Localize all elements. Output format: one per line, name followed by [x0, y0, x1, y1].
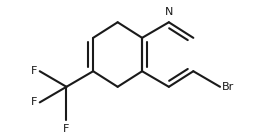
Text: F: F [63, 124, 70, 134]
Text: Br: Br [222, 82, 234, 92]
Text: F: F [31, 66, 37, 76]
Text: N: N [165, 7, 173, 17]
Text: F: F [31, 97, 37, 107]
